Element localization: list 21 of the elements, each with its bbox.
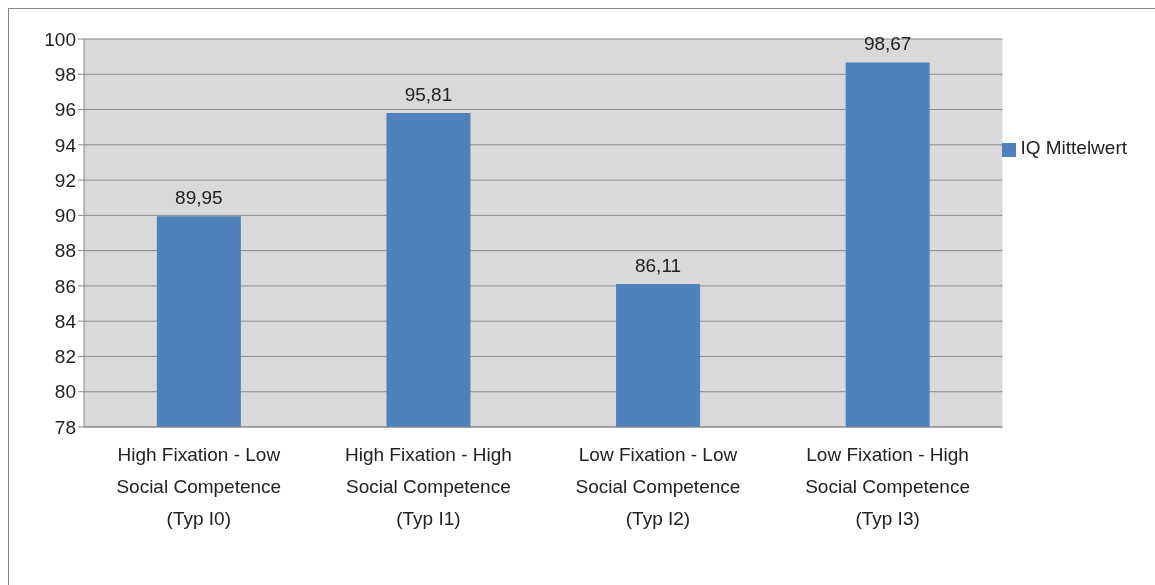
y-tick-label: 100 xyxy=(44,28,76,50)
y-tick-label: 96 xyxy=(54,99,76,121)
legend-label: IQ Mittelwert xyxy=(1020,137,1127,158)
y-tick-label: 78 xyxy=(54,416,76,438)
x-tick-label: Low Fixation - High Social Competence (Typ I3) xyxy=(805,444,970,529)
y-tick-label: 80 xyxy=(54,381,76,403)
y-tick-label: 88 xyxy=(54,240,76,262)
x-tick-label: High Fixation - High Social Competence (Typ I1) xyxy=(344,444,512,529)
y-tick-label: 90 xyxy=(54,205,76,227)
data-label: 86,11 xyxy=(635,254,682,276)
y-tick-label: 84 xyxy=(54,310,77,332)
data-label: 95,81 xyxy=(404,83,453,105)
y-tick-label: 92 xyxy=(54,169,76,191)
y-tick-label: 86 xyxy=(54,275,76,297)
y-tick-label: 82 xyxy=(54,346,76,368)
y-tick-label: 98 xyxy=(54,64,76,86)
x-tick-label: High Fixation - Low Social Competence (Typ I0) xyxy=(116,444,282,529)
data-label: 89,95 xyxy=(175,187,223,209)
y-tick-label: 94 xyxy=(54,134,77,156)
data-label: 98,67 xyxy=(863,33,912,55)
x-tick-label: Low Fixation - Low Social Competence (Typ I2) xyxy=(575,444,741,529)
